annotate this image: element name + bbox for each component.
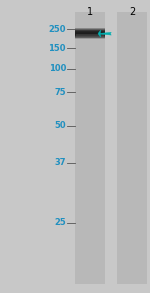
Bar	[117, 12, 147, 284]
Bar	[75, 30, 105, 31]
Text: 50: 50	[54, 122, 66, 130]
Bar	[75, 31, 105, 32]
Bar	[75, 29, 105, 30]
Text: 2: 2	[129, 7, 135, 17]
Text: 75: 75	[54, 88, 66, 97]
Bar	[75, 35, 105, 36]
Bar	[75, 37, 105, 38]
Bar	[75, 32, 105, 33]
Text: 100: 100	[49, 64, 66, 73]
Text: 1: 1	[87, 7, 93, 17]
Bar	[75, 31, 105, 32]
Bar	[75, 32, 105, 33]
Bar	[75, 30, 105, 31]
Bar	[75, 36, 105, 37]
Bar	[75, 38, 105, 39]
Text: 150: 150	[48, 44, 66, 53]
Text: 250: 250	[48, 25, 66, 34]
Bar	[75, 38, 105, 39]
Text: 37: 37	[54, 158, 66, 167]
Bar	[76, 34, 104, 38]
Bar	[75, 28, 105, 29]
Bar	[75, 28, 105, 29]
Bar	[75, 34, 105, 35]
Bar	[75, 34, 105, 35]
Bar	[75, 33, 105, 34]
Bar	[75, 29, 105, 30]
Bar	[75, 35, 105, 36]
Bar	[75, 36, 105, 37]
Bar	[75, 37, 105, 38]
Bar	[75, 33, 105, 34]
Text: 25: 25	[54, 218, 66, 227]
Bar	[75, 12, 105, 284]
